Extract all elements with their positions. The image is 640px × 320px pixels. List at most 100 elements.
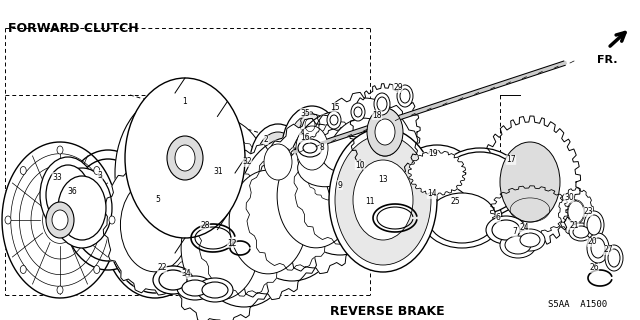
Ellipse shape xyxy=(288,114,336,182)
Ellipse shape xyxy=(109,216,115,224)
Polygon shape xyxy=(147,127,251,267)
Ellipse shape xyxy=(94,166,100,174)
Ellipse shape xyxy=(375,119,395,145)
Text: 2: 2 xyxy=(264,135,268,145)
Ellipse shape xyxy=(175,145,195,171)
Ellipse shape xyxy=(46,202,74,238)
Ellipse shape xyxy=(107,163,203,293)
Polygon shape xyxy=(210,144,326,300)
Ellipse shape xyxy=(52,168,112,248)
Ellipse shape xyxy=(232,163,264,187)
Ellipse shape xyxy=(153,266,193,294)
Polygon shape xyxy=(408,151,466,196)
Ellipse shape xyxy=(605,245,623,271)
Ellipse shape xyxy=(177,276,213,300)
Ellipse shape xyxy=(402,179,478,235)
Text: 30: 30 xyxy=(564,194,574,203)
Ellipse shape xyxy=(486,216,526,244)
Ellipse shape xyxy=(298,139,322,157)
Ellipse shape xyxy=(302,150,378,206)
Text: 35: 35 xyxy=(300,108,310,117)
Ellipse shape xyxy=(410,185,470,229)
Text: 24: 24 xyxy=(519,223,529,233)
Text: 3: 3 xyxy=(97,171,102,180)
Ellipse shape xyxy=(250,124,306,200)
Ellipse shape xyxy=(94,266,100,274)
Ellipse shape xyxy=(591,238,605,258)
Ellipse shape xyxy=(164,150,234,244)
Ellipse shape xyxy=(296,126,328,170)
Ellipse shape xyxy=(587,215,601,235)
Text: 25: 25 xyxy=(450,197,460,206)
Text: 7: 7 xyxy=(513,228,517,236)
Text: 15: 15 xyxy=(330,102,340,111)
Polygon shape xyxy=(330,142,394,190)
Ellipse shape xyxy=(20,166,26,174)
Polygon shape xyxy=(326,158,394,210)
Text: 8: 8 xyxy=(319,143,324,153)
Ellipse shape xyxy=(277,144,355,248)
Ellipse shape xyxy=(190,163,298,307)
Ellipse shape xyxy=(173,118,269,248)
Ellipse shape xyxy=(324,138,400,194)
Ellipse shape xyxy=(182,280,208,296)
Ellipse shape xyxy=(303,143,317,153)
Ellipse shape xyxy=(63,150,153,270)
Ellipse shape xyxy=(401,145,473,201)
Ellipse shape xyxy=(20,266,26,274)
Ellipse shape xyxy=(354,107,362,117)
Ellipse shape xyxy=(264,144,292,180)
Polygon shape xyxy=(306,92,422,248)
Ellipse shape xyxy=(206,175,234,195)
Ellipse shape xyxy=(505,236,531,254)
Ellipse shape xyxy=(573,226,589,238)
Text: 11: 11 xyxy=(365,197,375,206)
Text: S5AA  A1500: S5AA A1500 xyxy=(548,300,607,309)
Ellipse shape xyxy=(515,229,545,251)
Polygon shape xyxy=(198,174,290,296)
Text: 13: 13 xyxy=(378,175,388,185)
Ellipse shape xyxy=(256,132,300,192)
Ellipse shape xyxy=(330,115,338,125)
Text: 33: 33 xyxy=(52,172,62,181)
Text: 32: 32 xyxy=(242,157,252,166)
Ellipse shape xyxy=(5,216,11,224)
Text: 1: 1 xyxy=(182,98,188,107)
Text: 4: 4 xyxy=(300,129,305,138)
Ellipse shape xyxy=(322,136,376,174)
Ellipse shape xyxy=(440,152,520,214)
Ellipse shape xyxy=(70,159,146,261)
Ellipse shape xyxy=(568,201,584,223)
Text: 6: 6 xyxy=(495,213,500,222)
Text: 29: 29 xyxy=(393,84,403,92)
Ellipse shape xyxy=(500,142,560,222)
Ellipse shape xyxy=(236,166,260,184)
Ellipse shape xyxy=(422,188,502,248)
Polygon shape xyxy=(346,148,414,198)
Ellipse shape xyxy=(46,165,90,225)
Ellipse shape xyxy=(300,165,380,225)
Ellipse shape xyxy=(57,146,63,154)
Text: 20: 20 xyxy=(587,237,597,246)
Ellipse shape xyxy=(367,108,403,156)
Polygon shape xyxy=(180,128,262,238)
Text: 28: 28 xyxy=(200,220,210,229)
Ellipse shape xyxy=(377,97,387,111)
Polygon shape xyxy=(308,154,372,202)
Polygon shape xyxy=(103,155,207,295)
Ellipse shape xyxy=(400,89,410,103)
Ellipse shape xyxy=(340,143,420,203)
Text: 21: 21 xyxy=(569,220,579,229)
Ellipse shape xyxy=(353,160,413,240)
Ellipse shape xyxy=(197,278,233,302)
Polygon shape xyxy=(162,171,278,320)
Ellipse shape xyxy=(40,157,96,233)
Ellipse shape xyxy=(181,196,259,300)
Ellipse shape xyxy=(229,170,307,274)
Ellipse shape xyxy=(57,286,63,294)
Ellipse shape xyxy=(608,249,620,267)
Ellipse shape xyxy=(120,178,189,272)
Ellipse shape xyxy=(374,93,390,115)
Ellipse shape xyxy=(129,146,225,276)
Ellipse shape xyxy=(202,282,228,298)
